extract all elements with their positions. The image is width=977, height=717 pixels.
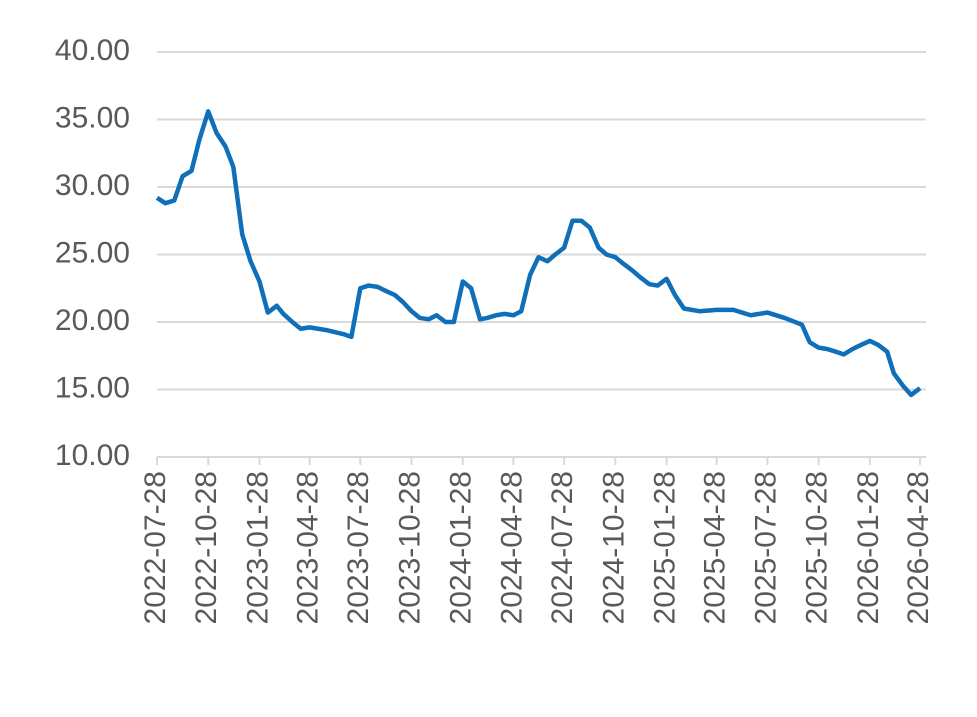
x-tick-label: 2025-04-28 [699,471,732,624]
x-tick-label: 2023-07-28 [342,471,375,624]
y-tick-label: 25.00 [55,236,130,269]
x-tick-label: 2022-10-28 [190,471,223,624]
x-tick-label: 2024-01-28 [445,471,478,624]
x-tick-label: 2023-04-28 [292,471,325,624]
y-tick-label: 40.00 [55,34,130,67]
x-tick-label: 2023-10-28 [393,471,426,624]
series-line [155,109,922,398]
x-tick-label: 2024-10-28 [597,471,630,624]
x-tick-label: 2022-07-28 [139,471,172,624]
x-tick-label: 2026-01-28 [852,471,885,624]
x-tick-label: 2025-07-28 [749,471,782,624]
x-tick-label: 2025-01-28 [649,471,682,624]
y-tick-label: 15.00 [55,371,130,404]
x-tick-label: 2024-07-28 [546,471,579,624]
y-tick-label: 30.00 [55,169,130,202]
y-tick-label: 10.00 [55,439,130,472]
x-tick-label: 2023-01-28 [241,471,274,624]
x-tick-label: 2024-04-28 [495,471,528,624]
y-tick-label: 35.00 [55,101,130,134]
x-tick-label: 2026-04-28 [902,471,935,624]
y-tick-label: 20.00 [55,304,130,337]
x-tick-label: 2025-10-28 [801,471,834,624]
